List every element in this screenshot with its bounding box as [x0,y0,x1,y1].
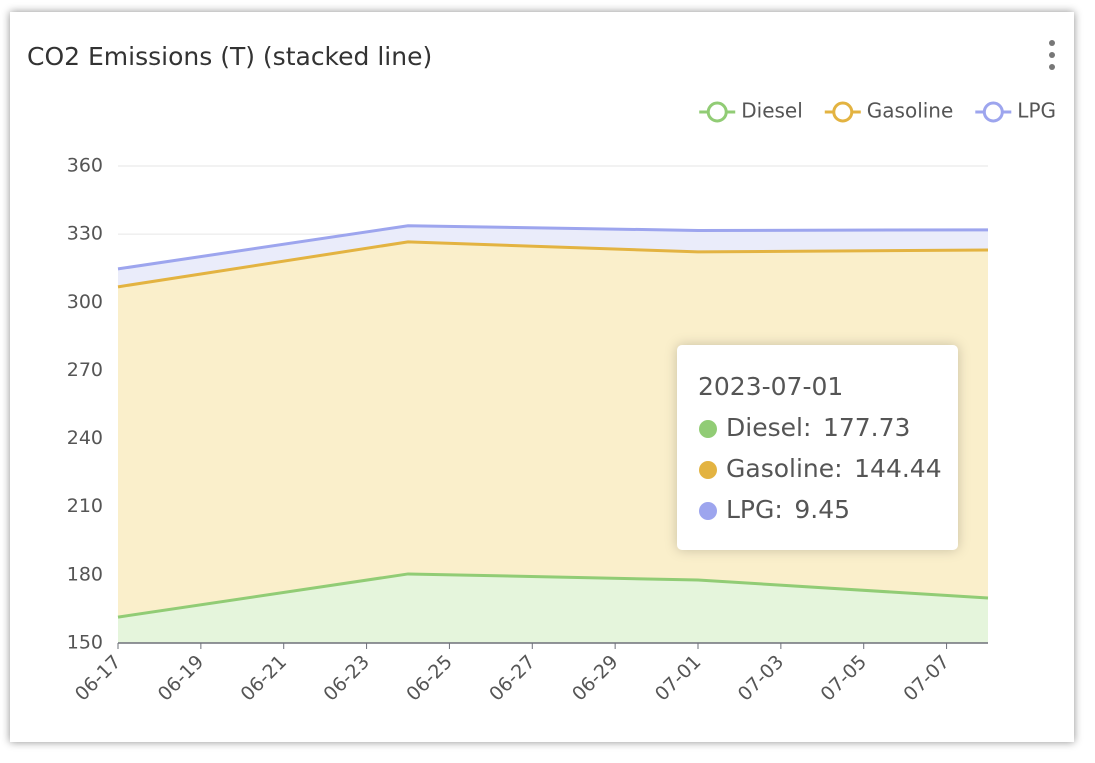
y-tick-label: 240 [67,427,103,449]
x-tick-label: 06-23 [319,651,374,706]
tooltip-sep: : [774,495,782,524]
y-tick-label: 150 [67,632,103,654]
menu-button[interactable] [1049,40,1055,70]
tooltip-sep: : [834,454,842,483]
menu-dot [1049,52,1055,58]
tooltip-sep: : [803,413,811,442]
tooltip-value: 144.44 [854,454,941,483]
y-tick-label: 270 [67,359,103,381]
tooltip-name: Gasoline [726,454,834,483]
legend-marker [706,101,728,123]
area [118,573,988,643]
x-tick-label: 07-03 [734,651,789,706]
tooltip-box [677,345,958,550]
y-tick-label: 210 [67,495,103,517]
legend-marker [982,101,1004,123]
tooltip-title: 2023-07-01 [698,372,843,401]
tooltip: 2023-07-01Diesel:177.73Gasoline:144.44LP… [677,345,958,550]
tooltip-dot [699,420,717,438]
x-tick-label: 06-19 [154,651,209,706]
y-tick-label: 180 [67,563,103,585]
x-tick-label: 07-01 [651,651,706,706]
y-tick-label: 360 [67,155,103,177]
tooltip-dot [699,502,717,520]
legend-label: Diesel [741,99,803,123]
line [117,240,989,289]
y-tick-label: 330 [67,223,103,245]
tooltip-value: 177.73 [823,413,910,442]
tooltip-name: Diesel [726,413,803,442]
chart-title: CO2 Emissions (T) (stacked line) [27,42,432,71]
x-tick-label: 07-07 [899,651,954,706]
line [117,224,989,271]
tooltip-dot [699,461,717,479]
tooltip-name: LPG [726,495,774,524]
x-tick-label: 06-21 [237,651,292,706]
x-tick-label: 06-17 [71,651,126,706]
tooltip-value: 9.45 [794,495,850,524]
x-tick-label: 06-25 [402,651,457,706]
x-tick-label: 07-05 [817,651,872,706]
legend-label: LPG [1017,99,1056,123]
legend-label: Gasoline [867,99,954,123]
area [118,225,988,287]
menu-dot [1049,40,1055,46]
x-tick-label: 06-29 [568,651,623,706]
line [117,572,989,619]
legend: LPG Gasoline Diesel [699,99,1056,123]
legend-marker [832,101,854,123]
menu-dot [1049,64,1055,70]
x-tick-label: 06-27 [485,651,540,706]
y-tick-label: 300 [67,291,103,313]
